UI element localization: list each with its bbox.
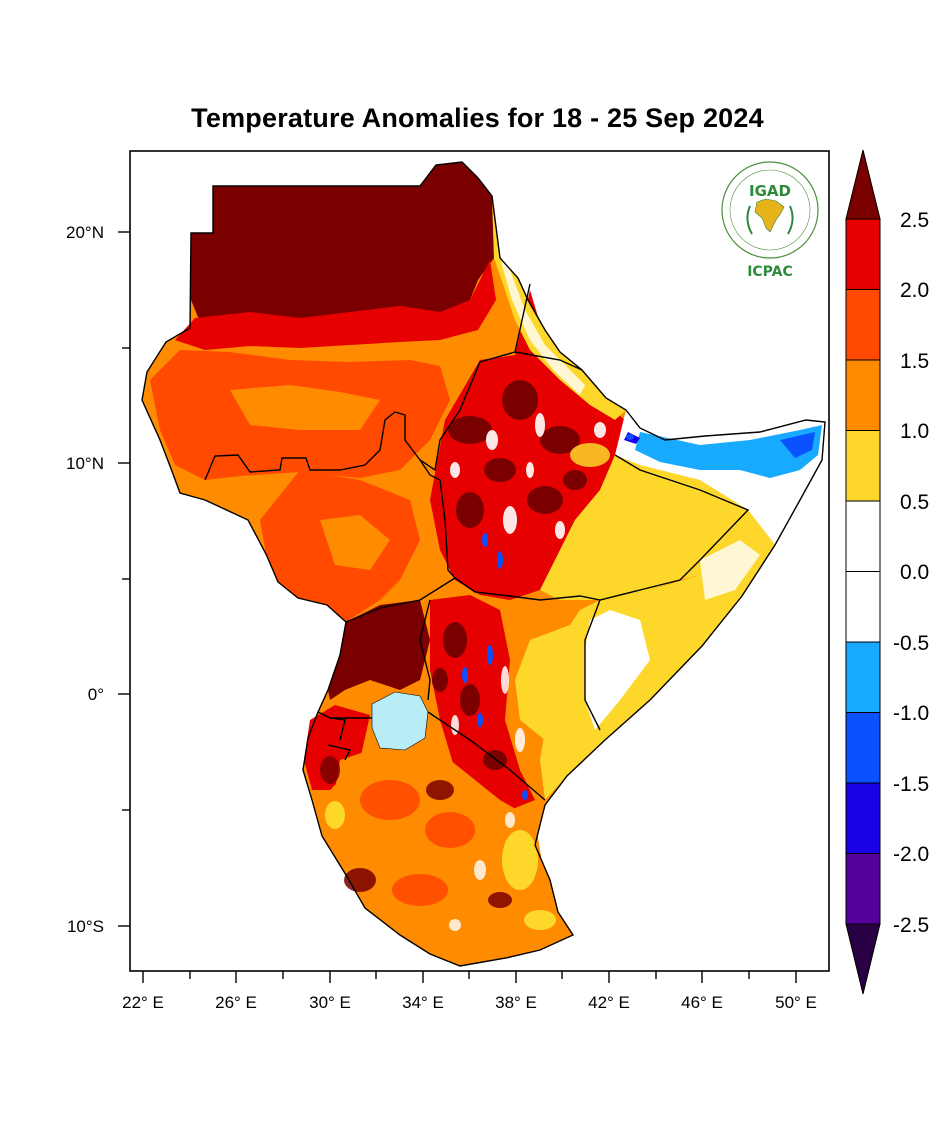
colorbar-label: 1.0 (900, 420, 929, 443)
colorbar-box (845, 359, 881, 431)
lon-ticks (142, 971, 797, 983)
colorbar-label: -2.5 (893, 914, 929, 937)
colorbar-label: -0.5 (893, 632, 929, 655)
lon-label: 38° E (495, 993, 537, 1012)
colorbar-label: 1.5 (900, 350, 929, 373)
lon-label: 26° E (215, 993, 257, 1012)
map-title: Temperature Anomalies for 18 - 25 Sep 20… (191, 103, 764, 133)
lat-label: 10°S (67, 917, 104, 936)
lake-victoria (371, 691, 429, 751)
lat-label: 0° (88, 685, 104, 704)
colorbar-box (845, 289, 881, 361)
igad-logo: IGAD ICPAC (721, 161, 819, 280)
country-borders (204, 283, 750, 801)
logo-subtitle: ICPAC (747, 264, 793, 280)
map-frame (129, 150, 830, 972)
logo-name: IGAD (749, 182, 791, 200)
cool-anomaly-region (635, 425, 822, 478)
colorbar (845, 149, 881, 995)
colorbar-top-triangle (845, 149, 881, 220)
colorbar-label: -1.0 (893, 702, 929, 725)
colorbar-box (845, 712, 881, 784)
lon-label: 22° E (122, 993, 164, 1012)
colorbar-label: -1.5 (893, 773, 929, 796)
colorbar-label: 0.5 (900, 491, 929, 514)
lon-label: 42° E (588, 993, 630, 1012)
colorbar-label: 0.0 (900, 561, 929, 584)
lon-label: 30° E (309, 993, 351, 1012)
map-panel (130, 151, 829, 971)
colorbar-bottom-triangle (845, 923, 881, 995)
colorbar-box (845, 218, 881, 290)
colorbar-label: 2.0 (900, 279, 929, 302)
colorbar-label: 2.5 (900, 209, 929, 232)
colorbar-box (845, 641, 881, 713)
hot-north (191, 162, 494, 322)
colorbar-box (845, 430, 881, 502)
colorbar-box (845, 782, 881, 854)
colorbar-box (845, 853, 881, 925)
colorbar-box (845, 500, 881, 572)
lat-label: 10°N (66, 454, 104, 473)
coastline (141, 161, 826, 967)
lat-ticks (118, 231, 130, 927)
lon-label: 50° E (775, 993, 817, 1012)
lon-label: 34° E (402, 993, 444, 1012)
colorbar-label: -2.0 (893, 843, 929, 866)
lon-label: 46° E (681, 993, 723, 1012)
colorbar-box (845, 571, 881, 643)
lat-label: 20°N (66, 223, 104, 242)
